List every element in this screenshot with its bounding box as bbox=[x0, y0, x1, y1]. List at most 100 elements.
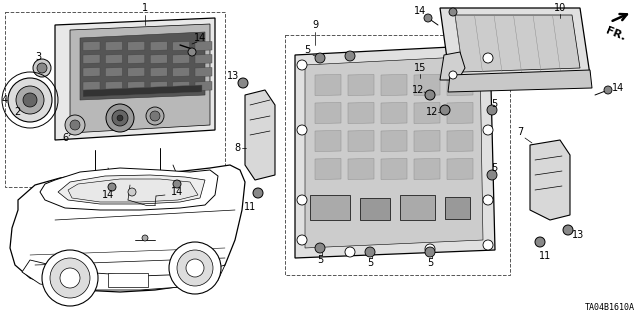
Circle shape bbox=[345, 51, 355, 61]
Polygon shape bbox=[245, 90, 275, 180]
Circle shape bbox=[425, 244, 435, 254]
Polygon shape bbox=[80, 32, 205, 100]
Text: 13: 13 bbox=[572, 230, 584, 240]
Polygon shape bbox=[447, 75, 473, 95]
Polygon shape bbox=[447, 159, 473, 180]
Circle shape bbox=[173, 180, 181, 188]
Circle shape bbox=[169, 242, 221, 294]
Text: 5: 5 bbox=[367, 258, 373, 268]
Polygon shape bbox=[106, 68, 122, 77]
Polygon shape bbox=[315, 130, 341, 152]
Polygon shape bbox=[68, 179, 198, 202]
Polygon shape bbox=[106, 81, 122, 91]
Text: 8: 8 bbox=[234, 143, 240, 153]
Polygon shape bbox=[70, 24, 210, 133]
Bar bbox=[445, 197, 470, 219]
Circle shape bbox=[297, 235, 307, 245]
Circle shape bbox=[142, 235, 148, 241]
Polygon shape bbox=[530, 140, 570, 220]
Circle shape bbox=[425, 247, 435, 257]
Circle shape bbox=[150, 111, 160, 121]
Polygon shape bbox=[414, 102, 440, 123]
Polygon shape bbox=[315, 159, 341, 180]
Circle shape bbox=[424, 14, 432, 22]
Circle shape bbox=[106, 104, 134, 132]
Text: 12: 12 bbox=[412, 85, 424, 95]
Circle shape bbox=[70, 120, 80, 130]
Polygon shape bbox=[195, 41, 212, 50]
Polygon shape bbox=[305, 56, 483, 248]
Polygon shape bbox=[128, 55, 145, 63]
Circle shape bbox=[117, 115, 123, 121]
Polygon shape bbox=[173, 55, 189, 63]
Polygon shape bbox=[440, 52, 465, 80]
Polygon shape bbox=[83, 41, 100, 50]
Polygon shape bbox=[150, 68, 167, 77]
Circle shape bbox=[487, 105, 497, 115]
Text: 6: 6 bbox=[62, 133, 68, 143]
Circle shape bbox=[37, 63, 47, 73]
Text: 15: 15 bbox=[414, 63, 426, 73]
Polygon shape bbox=[173, 68, 189, 77]
Polygon shape bbox=[447, 130, 473, 152]
Circle shape bbox=[483, 53, 493, 63]
Bar bbox=[310, 195, 350, 220]
Polygon shape bbox=[455, 15, 580, 72]
Circle shape bbox=[50, 258, 90, 298]
Polygon shape bbox=[315, 102, 341, 123]
Text: FR.: FR. bbox=[604, 26, 627, 43]
Polygon shape bbox=[22, 260, 225, 290]
Circle shape bbox=[315, 53, 325, 63]
Circle shape bbox=[449, 8, 457, 16]
Polygon shape bbox=[381, 75, 407, 95]
Text: 2: 2 bbox=[14, 107, 20, 117]
Polygon shape bbox=[58, 175, 205, 204]
Polygon shape bbox=[315, 75, 341, 95]
Bar bbox=[400, 195, 435, 220]
Polygon shape bbox=[83, 85, 202, 97]
Circle shape bbox=[146, 107, 164, 125]
Polygon shape bbox=[128, 68, 145, 77]
Circle shape bbox=[365, 247, 375, 257]
Circle shape bbox=[188, 48, 196, 56]
Circle shape bbox=[297, 60, 307, 70]
Text: 9: 9 bbox=[312, 20, 318, 30]
Text: 1: 1 bbox=[142, 3, 148, 13]
Circle shape bbox=[33, 59, 51, 77]
Text: 14: 14 bbox=[194, 33, 206, 43]
Polygon shape bbox=[128, 41, 145, 50]
Circle shape bbox=[65, 115, 85, 135]
Bar bbox=[360, 198, 390, 220]
Circle shape bbox=[128, 188, 136, 196]
Polygon shape bbox=[150, 41, 167, 50]
Circle shape bbox=[440, 105, 450, 115]
Polygon shape bbox=[414, 130, 440, 152]
Circle shape bbox=[315, 243, 325, 253]
Circle shape bbox=[42, 250, 98, 306]
Circle shape bbox=[23, 93, 37, 107]
Circle shape bbox=[297, 195, 307, 205]
Circle shape bbox=[535, 237, 545, 247]
Text: 14: 14 bbox=[612, 83, 624, 93]
Polygon shape bbox=[447, 102, 473, 123]
Polygon shape bbox=[173, 41, 189, 50]
Text: 11: 11 bbox=[244, 202, 256, 212]
Polygon shape bbox=[106, 55, 122, 63]
Polygon shape bbox=[348, 102, 374, 123]
Bar bbox=[108, 273, 148, 287]
Circle shape bbox=[60, 268, 80, 288]
Polygon shape bbox=[381, 102, 407, 123]
Polygon shape bbox=[106, 41, 122, 50]
Polygon shape bbox=[414, 159, 440, 180]
Polygon shape bbox=[195, 55, 212, 63]
Text: 5: 5 bbox=[304, 45, 310, 55]
Polygon shape bbox=[83, 81, 100, 91]
Text: 12: 12 bbox=[426, 107, 438, 117]
Bar bbox=[285, 35, 510, 275]
Text: 14: 14 bbox=[414, 6, 426, 16]
Circle shape bbox=[112, 110, 128, 126]
Text: 3: 3 bbox=[35, 52, 41, 62]
Polygon shape bbox=[128, 81, 145, 91]
Text: 5: 5 bbox=[491, 99, 497, 109]
Circle shape bbox=[108, 183, 116, 191]
